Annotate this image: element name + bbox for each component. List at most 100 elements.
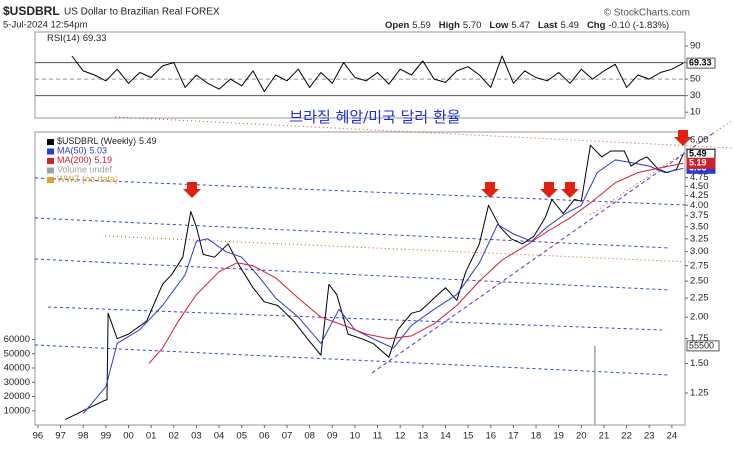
x-tick-label: 13 xyxy=(418,431,429,442)
legend-name: $USDBRL (Weekly) xyxy=(57,136,136,146)
series-line xyxy=(82,159,684,414)
series-line xyxy=(64,144,684,421)
arrows xyxy=(183,130,692,198)
value-tag-box xyxy=(686,340,720,352)
x-tick-label: 23 xyxy=(644,431,655,442)
annotation: 브라질 헤알/미국 달러 환율 xyxy=(289,108,460,126)
quote-value: 5.47 xyxy=(511,20,530,31)
legend-swatch xyxy=(47,167,54,174)
y-tick-label: 10 xyxy=(690,107,701,118)
x-tick-label: 22 xyxy=(621,431,632,442)
x-tick-label: 19 xyxy=(553,431,564,442)
y-tick-label: 1.75 xyxy=(690,333,709,344)
y-tick-label: 30 xyxy=(690,90,701,101)
legend-label: Volume undef xyxy=(57,165,113,175)
legend-name: Volume undef xyxy=(57,165,113,175)
y-tick-label: 90 xyxy=(690,41,701,52)
symbol: $USDBRL xyxy=(3,4,60,18)
quote: Open 5.59 High 5.70 Low 5.47 Last 5.49 Chg -0.10 … xyxy=(385,20,669,31)
arrow xyxy=(561,182,579,198)
x-tick-label: 18 xyxy=(531,431,542,442)
rsi-frame xyxy=(34,31,686,119)
y-tick-label: 4.00 xyxy=(690,200,709,211)
trendline xyxy=(34,344,671,376)
y-tick-label: 3.75 xyxy=(690,210,709,221)
y2-tick-label: 20000 xyxy=(4,391,30,402)
x-tick-label: 24 xyxy=(667,431,678,442)
arrow xyxy=(183,182,201,198)
y2-tick-label: 50000 xyxy=(4,348,30,359)
quote-value: 5.59 xyxy=(412,20,431,31)
x-tick-label: 07 xyxy=(282,431,293,442)
panel-title: RSI(14) 69.33 xyxy=(47,33,107,44)
y-tick-label: 4.75 xyxy=(690,172,709,183)
legend-label: WWZ (no data) xyxy=(57,174,118,184)
y2-tick-label: 30000 xyxy=(4,377,30,388)
y-tick-label: 6.00 xyxy=(690,134,709,145)
y-tick-label: 3.50 xyxy=(690,221,709,232)
trendline xyxy=(104,235,691,263)
series-line xyxy=(71,55,684,92)
x-tick-label: 97 xyxy=(55,431,66,442)
y-tick-label: 2.50 xyxy=(690,276,709,287)
y-tick-label: 1.25 xyxy=(690,387,709,398)
y-tick-label: 50 xyxy=(690,74,701,85)
y-tick-label: 1.50 xyxy=(690,358,709,369)
date: 5-Jul-2024 12:54pm xyxy=(3,20,88,31)
x-tick-label: 08 xyxy=(304,431,315,442)
legend-swatch xyxy=(47,177,54,183)
legend-label: MA(200) 5.19 xyxy=(57,155,112,165)
x-tick-label: 15 xyxy=(463,431,474,442)
x-tick-label: 21 xyxy=(599,431,610,442)
legend-name: WWZ (no data) xyxy=(57,174,118,184)
x-tick-label: 16 xyxy=(485,431,496,442)
arrow xyxy=(540,182,558,198)
value-tag-box xyxy=(686,157,716,169)
y2-tick-label: 60000 xyxy=(4,334,30,345)
x-tick-label: 12 xyxy=(395,431,406,442)
quote-value: 5.49 xyxy=(560,20,579,31)
x-tick-label: 03 xyxy=(191,431,202,442)
x-tick-label: 09 xyxy=(327,431,338,442)
y-tick-label: 3.25 xyxy=(690,233,709,244)
x-tick-label: 10 xyxy=(350,431,361,442)
symbol-name: US Dollar to Brazilian Real FOREX xyxy=(64,7,220,18)
trendline xyxy=(589,119,734,216)
x-tick-label: 00 xyxy=(123,431,134,442)
x-tick-label: 05 xyxy=(236,431,247,442)
source: © StockCharts.com xyxy=(604,8,690,19)
legend-value: 5.49 xyxy=(139,136,157,146)
panel-title-name: RSI(14) xyxy=(47,33,80,44)
y2-tick-label: 10000 xyxy=(4,405,30,416)
trendline xyxy=(34,258,671,291)
legend-value: 5.19 xyxy=(95,155,113,165)
x-tick-label: 04 xyxy=(214,431,225,442)
x-tick-label: 02 xyxy=(168,431,179,442)
y-tick-label: 4.25 xyxy=(690,190,709,201)
legend-name: MA(50) xyxy=(57,146,87,156)
trendline xyxy=(34,217,671,249)
x-tick-label: 98 xyxy=(78,431,89,442)
value-tag: 5.19 xyxy=(689,158,707,168)
y-tick-label: 2.25 xyxy=(690,293,709,304)
y2-tick-label: 40000 xyxy=(4,363,30,374)
value-tag-box xyxy=(686,57,716,69)
x-tick-label: 96 xyxy=(33,431,44,442)
y-tick-label: 3.00 xyxy=(690,246,709,257)
x-tick-label: 99 xyxy=(101,431,112,442)
value-tag: 69.33 xyxy=(689,58,712,68)
x-tick-label: 01 xyxy=(146,431,157,442)
legend-value: 5.03 xyxy=(90,146,108,156)
series-line xyxy=(148,162,684,364)
y-tick-label: 4.50 xyxy=(690,181,709,192)
arrow xyxy=(674,130,692,146)
legend-label: MA(50) 5.03 xyxy=(57,146,107,156)
legend-swatch xyxy=(47,158,54,164)
legend-name: MA(200) xyxy=(57,155,92,165)
quote-value: -0.10 (-1.83%) xyxy=(608,20,669,31)
quote-value: 5.70 xyxy=(463,20,482,31)
x-tick-label: 11 xyxy=(373,431,383,442)
price-frame xyxy=(34,131,686,426)
